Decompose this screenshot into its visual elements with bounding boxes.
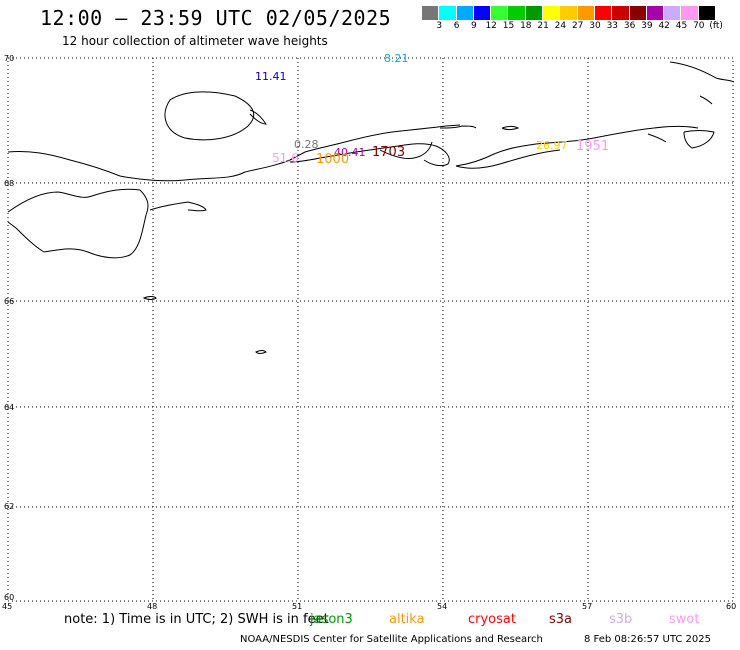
observation-label: 11.41: [255, 70, 287, 83]
colorbar-label: 27: [571, 21, 584, 31]
legend-item: s3a: [549, 612, 573, 627]
colorbar-label: 15: [502, 21, 515, 31]
lat-tick-label: 66: [4, 297, 14, 306]
map-subtitle: 12 hour collection of altimeter wave hei…: [62, 34, 328, 48]
wave-height-colorbar: [422, 6, 717, 20]
footer-timestamp: 8 Feb 08:26:57 UTC 2025: [584, 634, 711, 645]
colorbar-label: 42: [658, 21, 670, 31]
colorbar-swatch: [525, 6, 544, 20]
colorbar-swatch: [681, 6, 699, 20]
lat-tick-label: 68: [4, 179, 14, 188]
colorbar-swatch: [422, 6, 440, 20]
colorbar-labels: 3 6 9 12 15 18 21 24 27 30 33 36 39 42 45 70 (ft): [422, 21, 740, 33]
colorbar-swatch: [473, 6, 492, 20]
colorbar-label: 3: [436, 21, 443, 31]
colorbar-label: 9: [471, 21, 477, 31]
lon-tick-label: 57: [582, 602, 592, 611]
legend-item: cryosat: [468, 612, 516, 627]
colorbar-label: 45: [675, 21, 688, 31]
legend-item: altika: [389, 612, 425, 627]
observation-label: 0.28: [294, 138, 319, 151]
map-frame: [7, 57, 734, 602]
colorbar-swatch: [698, 6, 717, 20]
lon-tick-label: 45: [2, 602, 12, 611]
colorbar-swatch: [560, 6, 578, 20]
legend-item: jason3: [310, 612, 353, 627]
observation-label: 51.6: [272, 151, 299, 165]
colorbar-label: 12: [485, 21, 497, 31]
colorbar-label: 70: [693, 21, 705, 31]
colorbar-label: (ft): [709, 21, 723, 31]
colorbar-swatch: [577, 6, 595, 20]
observation-label: 1951: [576, 139, 609, 154]
colorbar-swatch: [439, 6, 457, 20]
colorbar-swatch: [491, 6, 509, 20]
colorbar-label: 36: [623, 21, 636, 31]
footer-credit: NOAA/NESDIS Center for Satellite Applica…: [240, 634, 543, 645]
observation-label: 1703: [372, 145, 405, 160]
observation-label: 8.21: [384, 52, 409, 65]
colorbar-swatch: [543, 6, 561, 20]
observation-label: 26.97: [536, 139, 568, 152]
colorbar-swatch: [508, 6, 526, 20]
legend-item: s3b: [609, 612, 633, 627]
colorbar-swatch: [664, 6, 682, 20]
map-title: 12:00 – 23:59 UTC 02/05/2025: [40, 6, 392, 30]
lat-tick-label: 64: [4, 403, 14, 412]
observation-label: 1000: [316, 152, 349, 167]
colorbar-label: 18: [520, 21, 532, 31]
colorbar-label: 21: [537, 21, 549, 31]
footer-note: note: 1) Time is in UTC; 2) SWH is in fe…: [64, 612, 329, 627]
lat-tick-label: 70: [4, 54, 14, 63]
observation-label: 40.41: [334, 146, 366, 159]
coastline: [7, 61, 735, 354]
colorbar-label: 39: [641, 21, 653, 31]
colorbar-swatch: [629, 6, 647, 20]
lon-tick-label: 54: [437, 602, 447, 611]
colorbar-label: 6: [453, 21, 460, 31]
lon-tick-label: 51: [292, 602, 302, 611]
lon-tick-label: 60: [726, 602, 736, 611]
colorbar-label: 24: [554, 21, 567, 31]
colorbar-swatch: [594, 6, 613, 20]
lat-tick-label: 62: [4, 502, 14, 511]
lon-tick-label: 48: [147, 602, 157, 611]
colorbar-swatch: [646, 6, 665, 20]
map-gridlines: [8, 58, 733, 601]
legend-item: swot: [669, 612, 700, 627]
colorbar-label: 33: [606, 21, 619, 31]
colorbar-swatch: [456, 6, 474, 20]
lat-tick-label: 60: [4, 593, 14, 602]
colorbar-label: 30: [589, 21, 601, 31]
colorbar-swatch: [612, 6, 630, 20]
